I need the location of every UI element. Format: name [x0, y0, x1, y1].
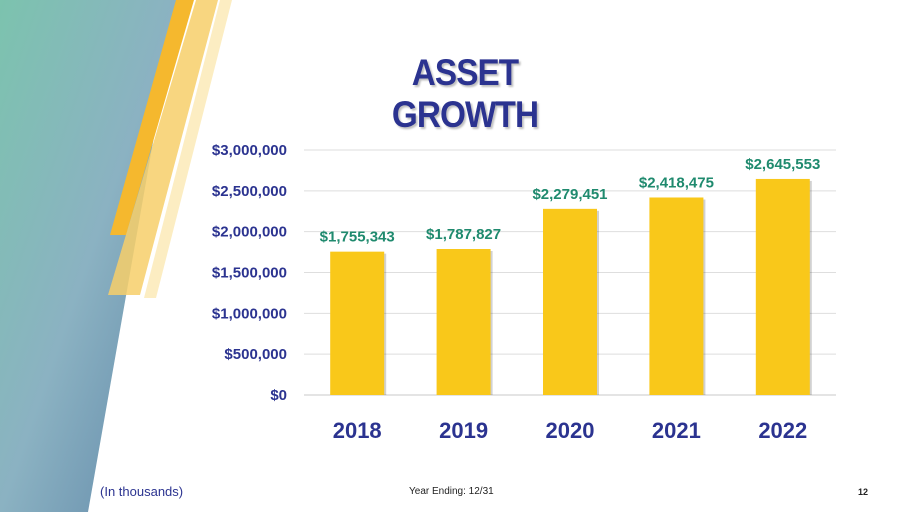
gold-stripe [110, 0, 194, 235]
bar [755, 178, 810, 395]
bar [649, 197, 704, 395]
data-label: $1,787,827 [426, 226, 501, 243]
y-tick-label: $500,000 [224, 346, 287, 363]
bar [330, 251, 385, 395]
data-label: $2,418,475 [639, 174, 714, 191]
y-tick-label: $3,000,000 [212, 142, 287, 159]
y-tick-label: $1,500,000 [212, 265, 287, 282]
teal-panel [0, 0, 178, 512]
x-tick-label: 2021 [652, 418, 701, 443]
data-label: $2,645,553 [745, 156, 820, 173]
x-tick-label: 2019 [439, 418, 488, 443]
data-label: $1,755,343 [320, 229, 395, 246]
slide-title: ASSET GROWTH [391, 52, 539, 135]
y-tick-label: $2,500,000 [212, 183, 287, 200]
data-label: $2,279,451 [532, 186, 607, 203]
page-number: 12 [858, 487, 869, 497]
x-tick-label: 2022 [758, 418, 807, 443]
x-tick-label: 2020 [546, 418, 595, 443]
x-tick-label: 2018 [333, 418, 382, 443]
gold-stripe-light [108, 0, 218, 295]
y-tick-label: $1,000,000 [212, 305, 287, 322]
bar [436, 248, 491, 395]
y-tick-label: $0 [270, 387, 287, 404]
bar [543, 208, 597, 395]
y-tick-label: $2,000,000 [212, 224, 287, 241]
year-ending-note: Year Ending: 12/31 [409, 486, 494, 497]
cream-stripe [144, 0, 232, 298]
footnote: (In thousands) [100, 484, 184, 499]
